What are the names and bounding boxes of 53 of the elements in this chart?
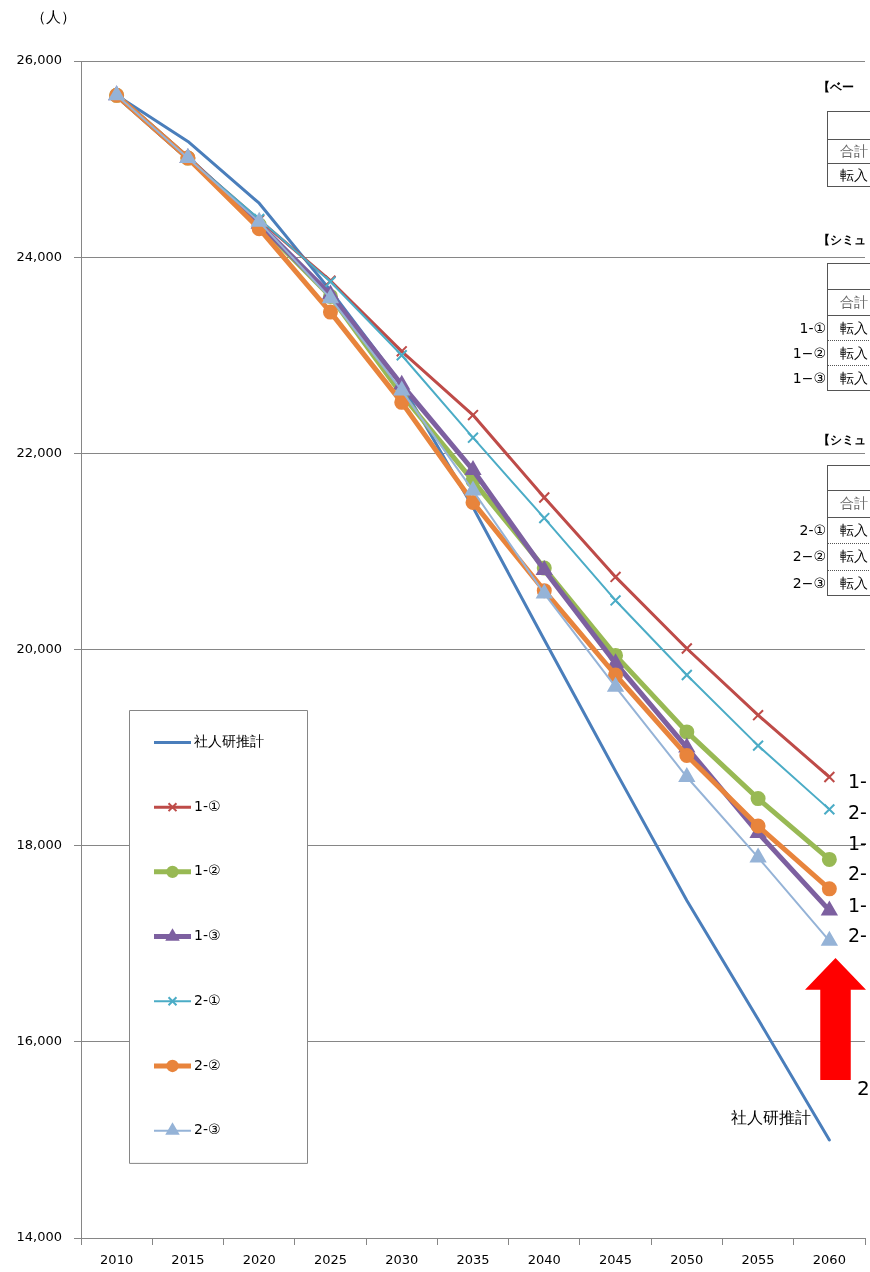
x-tick-label: 2055	[741, 1252, 775, 1268]
y-tick-label: 24,000	[16, 248, 62, 264]
y-tick-label: 16,000	[16, 1033, 62, 1049]
x-tick-label: 2050	[670, 1252, 704, 1268]
annotation: 2-	[848, 861, 867, 884]
legend-label: 2-①	[194, 991, 221, 1008]
x-tick-label: 2015	[171, 1252, 205, 1268]
x-tick-label: 2030	[385, 1252, 419, 1268]
annotation: 1-①	[799, 320, 826, 336]
legend-label: 1-②	[194, 862, 221, 879]
annotation: 2−③	[792, 575, 826, 591]
annotation: 1−②	[792, 345, 826, 361]
y-axis-title: （人）	[31, 7, 76, 26]
annotation: 転入	[840, 345, 868, 361]
legend-label: 1-①	[194, 797, 221, 814]
legend-label: 社人研推計	[194, 733, 264, 750]
annotation: 合計	[840, 143, 868, 159]
annotation: 【シミュ	[818, 233, 866, 247]
x-tick-label: 2025	[313, 1252, 347, 1268]
y-tick-label: 14,000	[16, 1229, 62, 1245]
x-tick-label: 2045	[599, 1252, 633, 1268]
annotation: 1−③	[792, 370, 826, 386]
x-tick-label: 2035	[456, 1252, 490, 1268]
annotation: 転入	[840, 167, 868, 183]
annotation: 1-	[848, 769, 867, 792]
x-tick-label: 2010	[100, 1252, 134, 1268]
legend-label: 1-③	[194, 927, 221, 944]
annotation: 1-	[848, 893, 867, 916]
annotation: 2-	[848, 923, 867, 946]
annotation: 【シミュ	[818, 433, 866, 447]
annotation: 転入	[840, 575, 868, 591]
annotation: 2−②	[792, 548, 826, 564]
annotation: 社人研推計	[731, 1108, 811, 1127]
annotation: 転入	[840, 522, 868, 538]
annotation: 転入	[840, 548, 868, 564]
annotation: 2-	[848, 800, 867, 823]
annotation: 1-	[848, 831, 867, 854]
annotation: 転入	[840, 320, 868, 336]
x-tick-label: 2060	[812, 1252, 846, 1268]
x-tick-label: 2040	[527, 1252, 561, 1268]
x-tick-label: 2020	[242, 1252, 276, 1268]
y-tick-label: 26,000	[16, 52, 62, 68]
annotation: 2	[857, 1076, 870, 1100]
annotation: 2-①	[799, 522, 826, 538]
annotation: 合計	[840, 495, 868, 511]
legend-label: 2-②	[194, 1056, 221, 1073]
annotation: 転入	[840, 370, 868, 386]
y-tick-label: 18,000	[16, 837, 62, 853]
legend-label: 2-③	[194, 1121, 221, 1138]
annotation: 合計	[840, 294, 868, 310]
annotation: 【ベー	[818, 80, 854, 94]
y-tick-label: 22,000	[16, 444, 62, 460]
y-tick-label: 20,000	[16, 640, 62, 656]
